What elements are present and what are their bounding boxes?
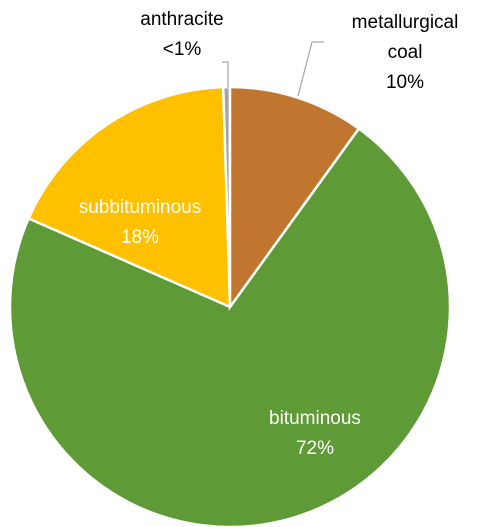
category-label: anthracite <box>140 9 224 30</box>
category-label: bituminous <box>269 408 361 429</box>
value-label: <1% <box>162 39 202 60</box>
category-label: subbituminous <box>78 197 202 218</box>
pie-slice <box>8 126 452 527</box>
pie-slice <box>26 85 232 309</box>
slice-label: subbituminous 18% <box>40 193 240 253</box>
leader-line <box>222 61 229 88</box>
pie-slice <box>228 85 361 311</box>
value-label: 72% <box>295 438 335 459</box>
slice-label: metallurgical coal 10% <box>340 8 470 98</box>
value-label: 18% <box>120 227 160 248</box>
value-label: 10% <box>385 72 425 93</box>
slice-label: anthracite <1% <box>107 5 257 65</box>
category-label: metallurgical coal <box>351 12 459 63</box>
leader-line <box>297 41 324 97</box>
slice-label: bituminous 72% <box>215 404 415 464</box>
